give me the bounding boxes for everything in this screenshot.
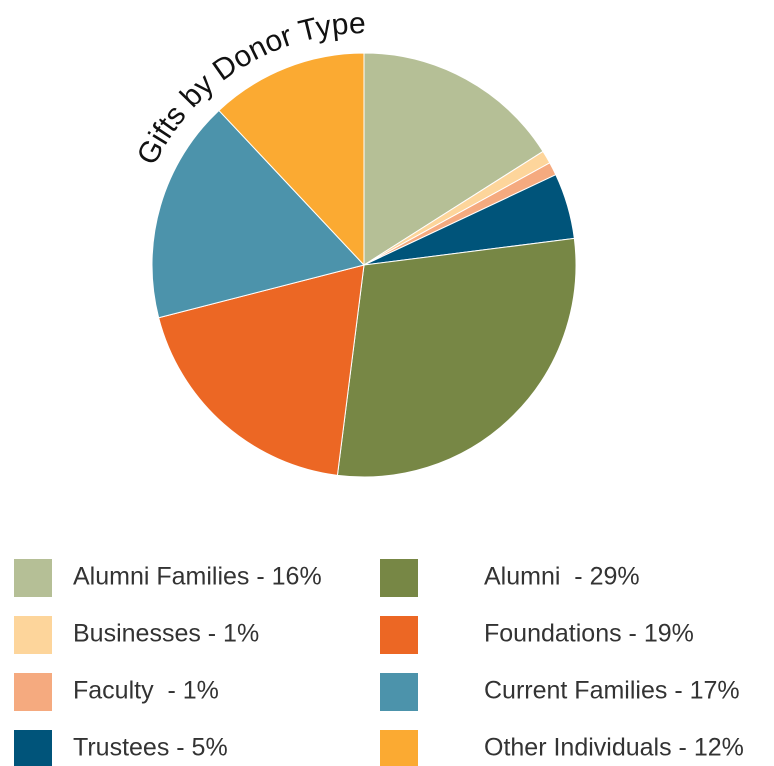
slice: [158, 264, 365, 476]
slice: [218, 52, 365, 267]
legend-label: Other Individuals - 12%: [484, 734, 744, 762]
slice: [363, 52, 544, 266]
legend-swatch: [380, 730, 418, 766]
legend-swatch: [14, 616, 52, 654]
legend-swatch: [380, 616, 418, 654]
legend-label: Alumni Families - 16%: [73, 563, 322, 591]
legend-label: Alumni - 29%: [484, 563, 640, 591]
legend-label: Trustees - 5%: [73, 734, 228, 762]
slice: [336, 237, 577, 478]
legend-label: Foundations - 19%: [484, 620, 694, 648]
legend-label: Faculty - 1%: [73, 677, 219, 705]
legend-label: Current Families - 17%: [484, 677, 740, 705]
legend-swatch: [14, 673, 52, 711]
legend-swatch: [380, 559, 418, 597]
slice: [151, 109, 365, 319]
legend-swatch: [380, 673, 418, 711]
legend-swatch: [14, 559, 52, 597]
legend-label: Businesses - 1%: [73, 620, 259, 648]
pie: [151, 52, 577, 478]
legend-swatch: [14, 730, 52, 766]
